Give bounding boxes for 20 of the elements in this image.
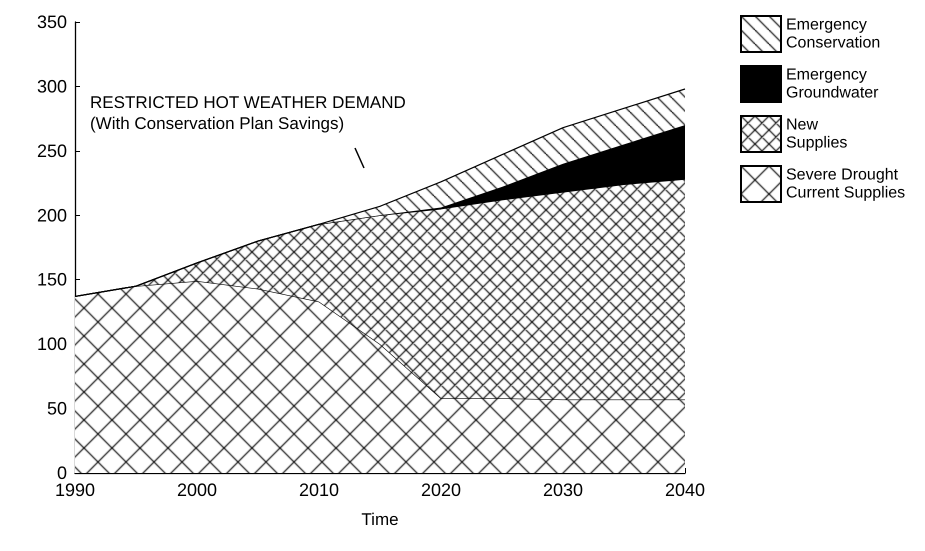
legend-label: Emergency Groundwater — [786, 66, 880, 102]
x-tick-label: 2000 — [176, 480, 218, 500]
y-tick-label: 350 — [36, 12, 67, 32]
x-tick-label: 2010 — [298, 480, 340, 500]
x-tick-label: 2040 — [664, 480, 706, 500]
legend-label: New Supplies — [786, 116, 848, 152]
y-tick-label: 100 — [36, 334, 67, 354]
legend-label: Emergency Conservation — [786, 16, 880, 52]
x-tick-label: 2020 — [420, 480, 462, 500]
y-tick-label: 250 — [36, 140, 67, 161]
y-tick-label: 0 — [56, 463, 67, 483]
x-tick-label: 2030 — [542, 480, 584, 500]
y-tick-label: 200 — [36, 205, 67, 226]
legend-label: Severe Drought Current Supplies — [786, 166, 906, 202]
y-tick-label: 300 — [36, 76, 67, 96]
x-tick-label: 1990 — [54, 480, 96, 500]
annotation: RESTRICTED HOT WEATHER DEMAND (With Conservation Plan Savings) — [90, 93, 406, 133]
x-axis-title: Time — [361, 510, 399, 529]
y-tick-label: 50 — [46, 398, 67, 419]
y-tick-label: 150 — [36, 270, 67, 290]
